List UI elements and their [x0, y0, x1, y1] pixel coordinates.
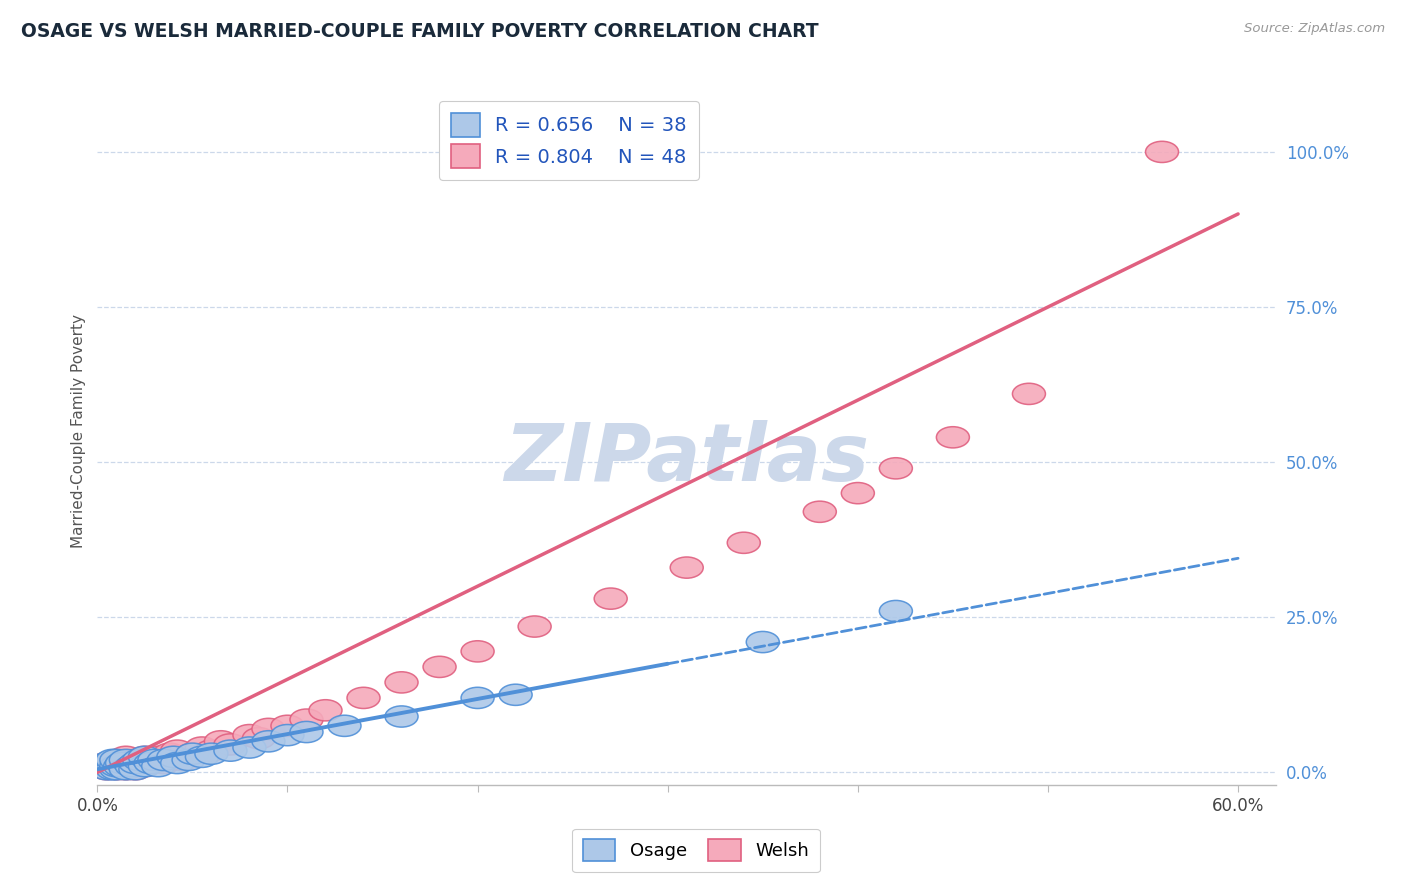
Ellipse shape	[142, 756, 174, 777]
Ellipse shape	[96, 756, 129, 777]
Ellipse shape	[138, 749, 172, 771]
Ellipse shape	[110, 758, 142, 780]
Ellipse shape	[841, 483, 875, 504]
Ellipse shape	[110, 747, 142, 767]
Ellipse shape	[423, 657, 456, 678]
Ellipse shape	[100, 749, 132, 771]
Ellipse shape	[176, 743, 209, 764]
Ellipse shape	[166, 749, 200, 771]
Ellipse shape	[1146, 141, 1178, 162]
Ellipse shape	[104, 756, 136, 777]
Ellipse shape	[252, 718, 285, 739]
Ellipse shape	[120, 753, 152, 773]
Text: ZIPatlas: ZIPatlas	[505, 420, 869, 499]
Ellipse shape	[172, 749, 205, 771]
Ellipse shape	[148, 749, 180, 771]
Ellipse shape	[120, 749, 152, 771]
Ellipse shape	[90, 753, 124, 773]
Ellipse shape	[134, 753, 167, 773]
Text: Source: ZipAtlas.com: Source: ZipAtlas.com	[1244, 22, 1385, 36]
Ellipse shape	[461, 640, 494, 662]
Ellipse shape	[803, 501, 837, 523]
Ellipse shape	[879, 600, 912, 622]
Ellipse shape	[595, 588, 627, 609]
Text: OSAGE VS WELSH MARRIED-COUPLE FAMILY POVERTY CORRELATION CHART: OSAGE VS WELSH MARRIED-COUPLE FAMILY POV…	[21, 22, 818, 41]
Legend: R = 0.656    N = 38, R = 0.804    N = 48: R = 0.656 N = 38, R = 0.804 N = 48	[439, 102, 699, 180]
Y-axis label: Married-Couple Family Poverty: Married-Couple Family Poverty	[72, 314, 86, 548]
Ellipse shape	[242, 728, 276, 748]
Ellipse shape	[128, 756, 162, 777]
Ellipse shape	[214, 734, 247, 755]
Ellipse shape	[110, 749, 142, 771]
Ellipse shape	[1012, 384, 1046, 404]
Ellipse shape	[347, 687, 380, 708]
Ellipse shape	[290, 709, 323, 731]
Ellipse shape	[157, 747, 190, 767]
Ellipse shape	[671, 557, 703, 578]
Ellipse shape	[122, 749, 156, 771]
Ellipse shape	[727, 533, 761, 553]
Ellipse shape	[747, 632, 779, 653]
Ellipse shape	[204, 731, 238, 752]
Ellipse shape	[90, 758, 124, 780]
Ellipse shape	[385, 706, 418, 727]
Ellipse shape	[96, 758, 129, 780]
Ellipse shape	[186, 747, 218, 767]
Ellipse shape	[120, 758, 152, 780]
Ellipse shape	[214, 740, 247, 761]
Ellipse shape	[271, 715, 304, 737]
Ellipse shape	[105, 753, 139, 773]
Ellipse shape	[328, 715, 361, 737]
Ellipse shape	[385, 672, 418, 693]
Ellipse shape	[290, 722, 323, 743]
Ellipse shape	[252, 731, 285, 752]
Ellipse shape	[120, 758, 152, 780]
Ellipse shape	[128, 747, 162, 767]
Ellipse shape	[110, 758, 142, 780]
Ellipse shape	[104, 756, 136, 777]
Ellipse shape	[153, 743, 186, 764]
Ellipse shape	[100, 758, 132, 780]
Ellipse shape	[195, 740, 228, 761]
Ellipse shape	[105, 753, 139, 773]
Ellipse shape	[160, 753, 194, 773]
Ellipse shape	[138, 749, 172, 771]
Ellipse shape	[936, 426, 969, 448]
Ellipse shape	[100, 758, 132, 780]
Ellipse shape	[461, 687, 494, 708]
Ellipse shape	[271, 724, 304, 746]
Ellipse shape	[879, 458, 912, 479]
Ellipse shape	[128, 756, 162, 777]
Ellipse shape	[160, 740, 194, 761]
Ellipse shape	[519, 616, 551, 637]
Legend: Osage, Welsh: Osage, Welsh	[572, 829, 820, 872]
Ellipse shape	[499, 684, 531, 706]
Ellipse shape	[100, 756, 132, 777]
Ellipse shape	[100, 749, 132, 771]
Ellipse shape	[115, 756, 148, 777]
Ellipse shape	[186, 737, 218, 758]
Ellipse shape	[115, 756, 148, 777]
Ellipse shape	[148, 753, 180, 773]
Ellipse shape	[176, 743, 209, 764]
Ellipse shape	[157, 747, 190, 767]
Ellipse shape	[134, 753, 167, 773]
Ellipse shape	[309, 699, 342, 721]
Ellipse shape	[90, 758, 124, 780]
Ellipse shape	[122, 753, 156, 773]
Ellipse shape	[142, 747, 174, 767]
Ellipse shape	[195, 743, 228, 764]
Ellipse shape	[96, 749, 129, 771]
Ellipse shape	[90, 753, 124, 773]
Ellipse shape	[233, 724, 266, 746]
Ellipse shape	[128, 747, 162, 767]
Ellipse shape	[233, 737, 266, 758]
